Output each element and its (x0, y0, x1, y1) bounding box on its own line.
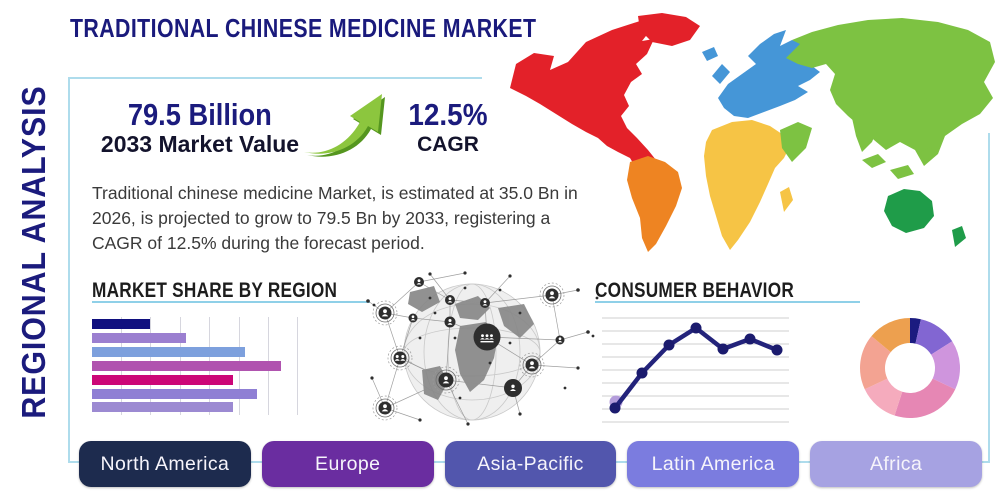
market-share-bar-chart (92, 315, 310, 417)
market-share-underline (92, 301, 370, 303)
map-africa (704, 120, 790, 250)
bar-region-4 (92, 360, 281, 371)
bar-region-1 (92, 319, 150, 329)
map-se-asia-1 (862, 154, 886, 168)
growth-arrow-icon (304, 94, 385, 157)
region-button-north-america[interactable]: North America (79, 441, 251, 487)
region-button-latin-america[interactable]: Latin America (627, 441, 800, 487)
bar-region-7 (92, 402, 233, 413)
region-button-africa[interactable]: Africa (810, 441, 982, 487)
map-japan (911, 88, 927, 112)
region-button-europe[interactable]: Europe (261, 441, 434, 487)
map-se-asia-3 (920, 147, 935, 160)
donut-slice-2 (915, 319, 953, 355)
page-title: TRADITIONAL CHINESE MEDICINE MARKET (70, 13, 537, 43)
map-se-asia-2 (890, 165, 914, 179)
map-australia (884, 189, 934, 233)
map-india (852, 112, 880, 152)
region-button-row: North America Europe Asia-Pacific Latin … (79, 441, 982, 487)
donut-slice-3 (931, 341, 960, 390)
consumer-behavior-heading: CONSUMER BEHAVIOR (595, 279, 795, 302)
bar-region-3 (92, 346, 245, 357)
bar-region-2 (92, 332, 186, 343)
donut-slice-4 (894, 378, 956, 418)
market-value-label: 2033 Market Value (100, 131, 300, 157)
donut-slice-6 (860, 336, 891, 390)
frame-border-left (68, 77, 70, 463)
cagr-label: CAGR (417, 133, 479, 156)
map-iceland (702, 47, 718, 61)
bar-region-6 (92, 388, 258, 399)
donut-slice-5 (864, 378, 903, 416)
globe-network-graphic (366, 271, 599, 426)
market-summary-text: Traditional chinese medicine Market, is … (92, 183, 578, 253)
bar-region-5 (92, 374, 233, 385)
frame-border-right (988, 133, 990, 463)
world-map (510, 13, 995, 252)
cagr-stat: 12.5% (408, 97, 488, 132)
map-north-america (510, 21, 656, 170)
bar-chart-gridline (297, 317, 299, 415)
map-madagascar (780, 187, 793, 212)
donut-slice-7 (871, 318, 910, 353)
map-arabia (780, 122, 812, 162)
region-donut-chart (860, 318, 960, 418)
market-value-stat: 79.5 Billion (127, 97, 273, 132)
map-south-america (627, 156, 682, 252)
market-share-heading: MARKET SHARE BY REGION (92, 279, 338, 302)
vertical-section-label: REGIONAL ANALYSIS (15, 85, 52, 419)
map-asia (786, 18, 995, 166)
donut-slice-1 (910, 318, 921, 344)
consumer-behavior-underline (595, 301, 860, 303)
network-node-icons (372, 277, 565, 421)
map-united-kingdom (712, 64, 730, 84)
map-greenland (638, 13, 700, 46)
region-button-asia-pacific[interactable]: Asia-Pacific (444, 441, 617, 487)
consumer-behavior-line-chart (602, 317, 789, 423)
map-new-zealand (952, 226, 966, 247)
frame-border-top (68, 77, 482, 79)
